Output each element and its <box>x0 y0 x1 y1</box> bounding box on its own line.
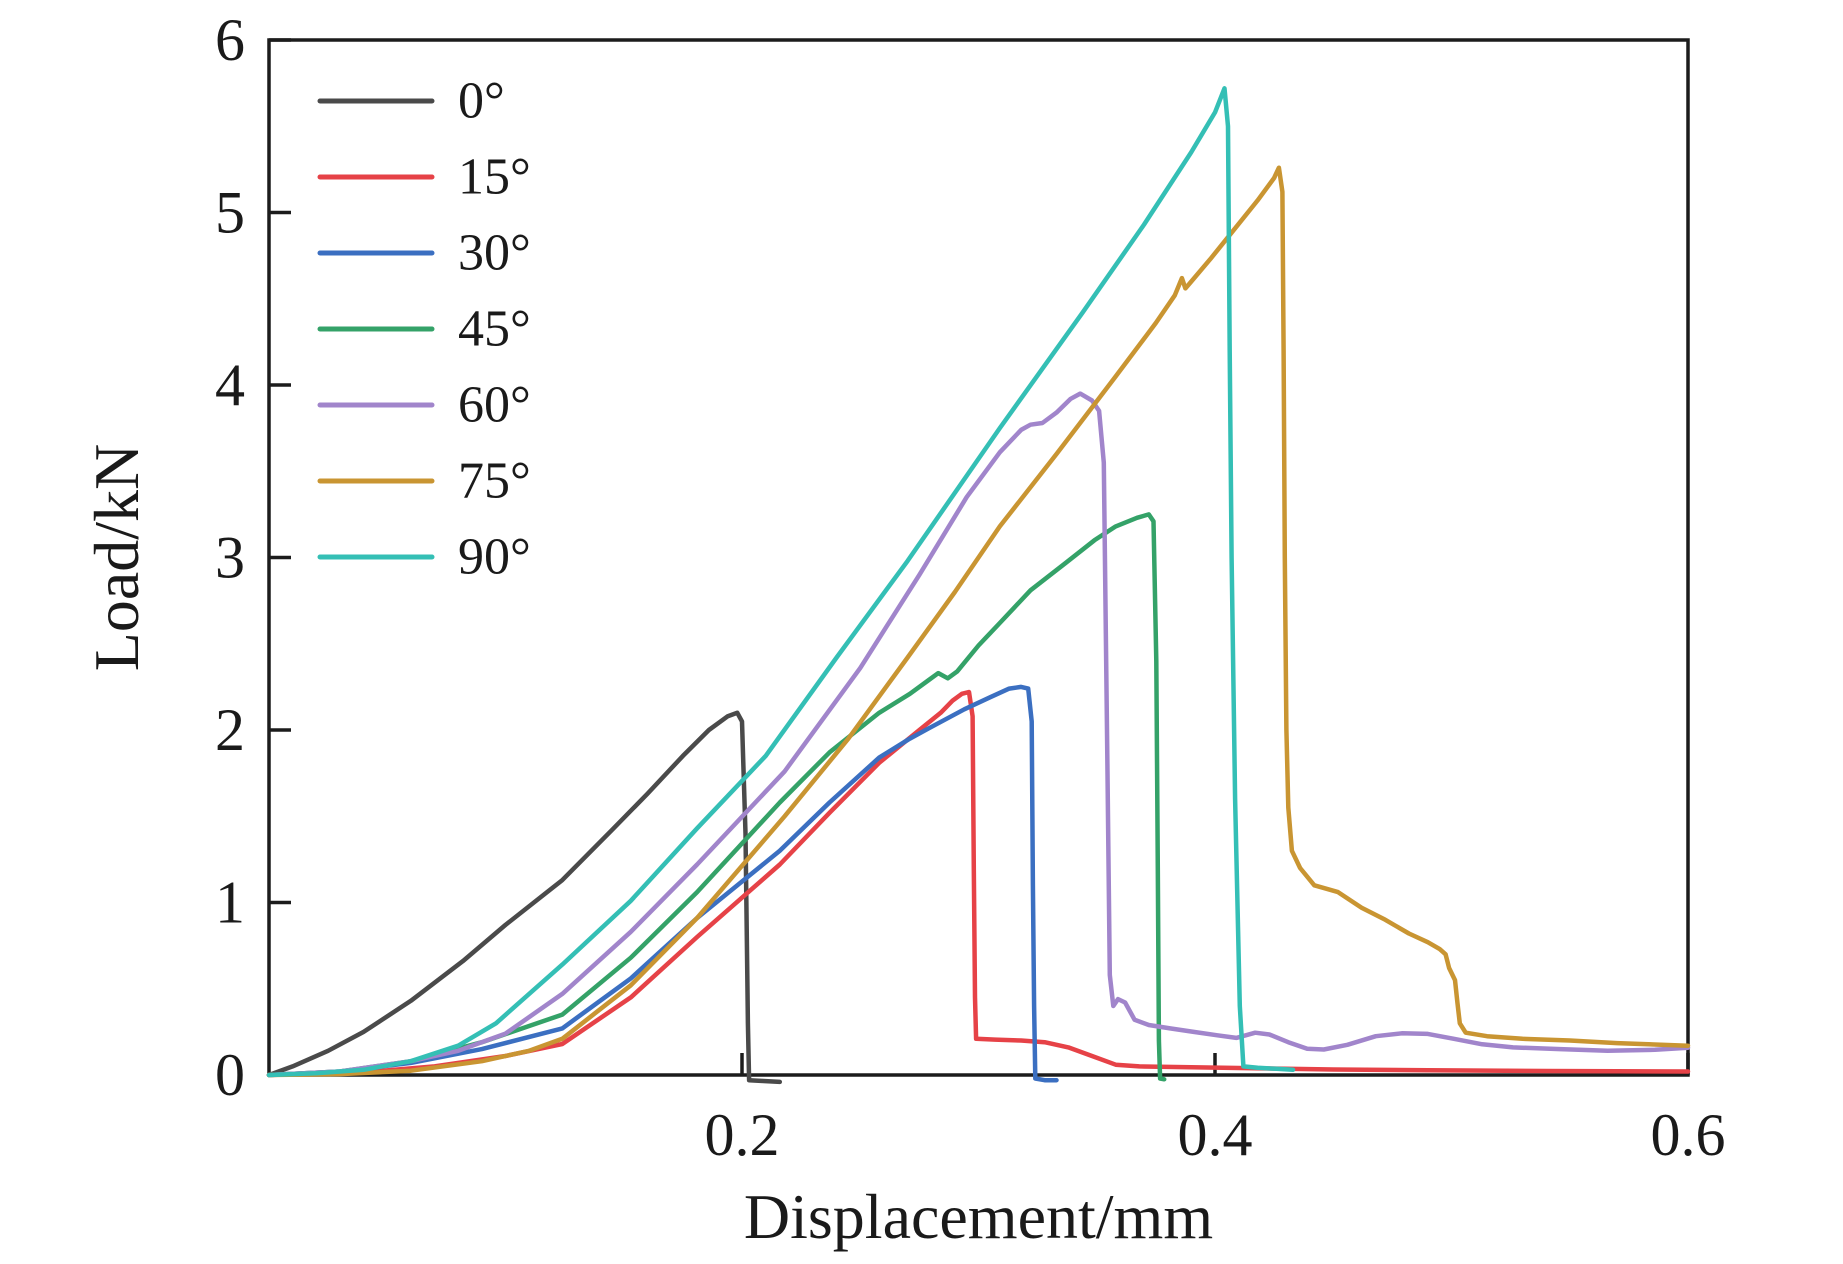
y-tick-label-6: 6 <box>215 7 245 73</box>
tick-labels: 0.2 0.4 0.6 0 1 2 3 4 5 6 <box>215 7 1726 1168</box>
x-tick-label-0.4: 0.4 <box>1178 1102 1253 1168</box>
y-tick-label-3: 3 <box>215 525 245 591</box>
legend-label-30deg: 30° <box>458 225 531 282</box>
legend-label-90deg: 90° <box>458 529 531 586</box>
x-axis-title: Displacement/mm <box>744 1181 1213 1252</box>
curve-45deg <box>266 512 1167 1082</box>
curve-75deg <box>266 165 1691 1078</box>
legend-entry-0deg: 0° <box>317 73 505 130</box>
legend-label-60deg: 60° <box>458 377 531 434</box>
legend-entry-30deg: 30° <box>317 225 531 282</box>
curve-30deg <box>266 684 1059 1083</box>
x-tick-label-0.2: 0.2 <box>705 1102 780 1168</box>
y-tick-label-1: 1 <box>215 870 245 936</box>
y-tick-label-0: 0 <box>215 1042 245 1108</box>
curve-90deg <box>266 86 1296 1078</box>
y-tick-label-2: 2 <box>215 697 245 763</box>
legend-entry-45deg: 45° <box>317 301 531 358</box>
curve-60deg <box>266 391 1691 1078</box>
y-tick-label-4: 4 <box>215 352 245 418</box>
legend: 0° 15° 30° 45° 60° 75° 90° <box>317 73 531 586</box>
legend-label-75deg: 75° <box>458 453 531 510</box>
legend-entry-15deg: 15° <box>317 149 531 206</box>
data-curves <box>266 86 1691 1085</box>
curve-15deg <box>266 689 1691 1078</box>
legend-label-15deg: 15° <box>458 149 531 206</box>
y-tick-label-5: 5 <box>215 180 245 246</box>
curve-0deg <box>266 710 783 1085</box>
legend-entry-60deg: 60° <box>317 377 531 434</box>
legend-label-0deg: 0° <box>458 73 505 130</box>
legend-label-45deg: 45° <box>458 301 531 358</box>
legend-entry-75deg: 75° <box>317 453 531 510</box>
y-axis-title: Load/kN <box>81 444 152 672</box>
x-tick-label-0.6: 0.6 <box>1651 1102 1726 1168</box>
legend-entry-90deg: 90° <box>317 529 531 586</box>
